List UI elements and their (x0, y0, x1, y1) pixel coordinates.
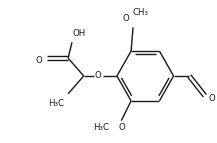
Text: O: O (95, 72, 102, 81)
Text: O: O (36, 56, 43, 65)
Text: H₃C: H₃C (94, 123, 110, 132)
Text: O: O (122, 14, 129, 23)
Text: H₃C: H₃C (48, 99, 64, 108)
Text: CH₃: CH₃ (133, 8, 149, 17)
Text: O: O (209, 94, 215, 103)
Text: OH: OH (73, 29, 86, 38)
Text: O: O (118, 123, 125, 132)
